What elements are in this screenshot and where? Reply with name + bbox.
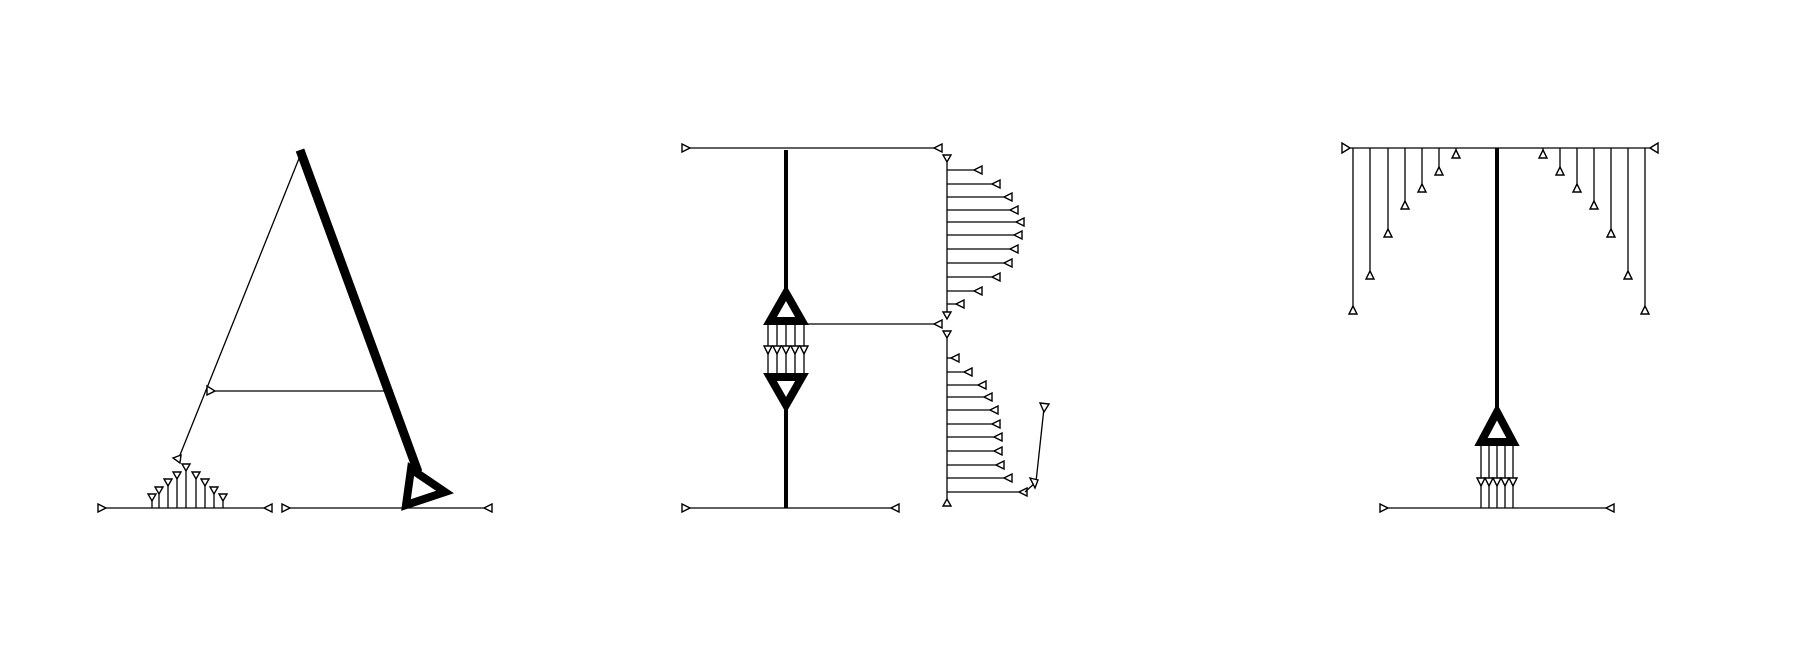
r-top-start-marker-icon xyxy=(681,142,692,154)
r-bottom-start-marker-icon xyxy=(681,502,692,514)
a-right-stroke xyxy=(295,148,423,474)
r-stem-connectors xyxy=(762,324,810,375)
letter-a xyxy=(97,148,493,514)
r-top-corner-marker-icon xyxy=(941,154,953,164)
r-tail-end-marker-icon xyxy=(1038,402,1051,414)
a-right-stroke-arrowhead-icon xyxy=(401,462,454,511)
a-left-stroke xyxy=(177,150,303,461)
t-right-comb xyxy=(1537,148,1651,315)
t-top-bar-end-marker-icon xyxy=(1648,141,1659,155)
a-baseline-mid-marker-icon xyxy=(262,502,273,514)
t-stem-arrowhead-icon xyxy=(1474,403,1520,446)
a-baseline-mid2-marker-icon xyxy=(281,502,292,514)
t-baseline-start-marker-icon xyxy=(1379,502,1390,514)
r-bowl-comb xyxy=(941,162,1025,321)
r-middle-corner-marker-icon xyxy=(941,330,953,340)
t-top-bar-start-marker-icon xyxy=(1341,141,1352,155)
r-stem-down-arrowhead-icon xyxy=(763,373,809,414)
a-baseline-end-marker-icon xyxy=(482,502,493,514)
a-left-stroke-end-marker-icon xyxy=(171,453,182,465)
r-middle-end-marker-icon xyxy=(932,318,943,330)
letter-t xyxy=(1341,141,1659,514)
t-left-comb xyxy=(1347,148,1462,315)
r-bottom-end-marker-icon xyxy=(889,502,900,514)
t-baseline-end-marker-icon xyxy=(1604,502,1615,514)
t-base-connectors xyxy=(1475,444,1519,508)
a-serif-ticks xyxy=(146,463,229,508)
a-crossbar-marker-icon xyxy=(206,384,217,397)
r-stem-up-arrowhead-icon xyxy=(763,284,809,325)
r-tail-start-marker-icon xyxy=(1028,476,1039,490)
letter-r xyxy=(681,142,1051,514)
r-leg-comb xyxy=(941,338,1028,507)
r-top-end-marker-icon xyxy=(932,142,943,154)
a-baseline-start-marker-icon xyxy=(97,502,108,514)
